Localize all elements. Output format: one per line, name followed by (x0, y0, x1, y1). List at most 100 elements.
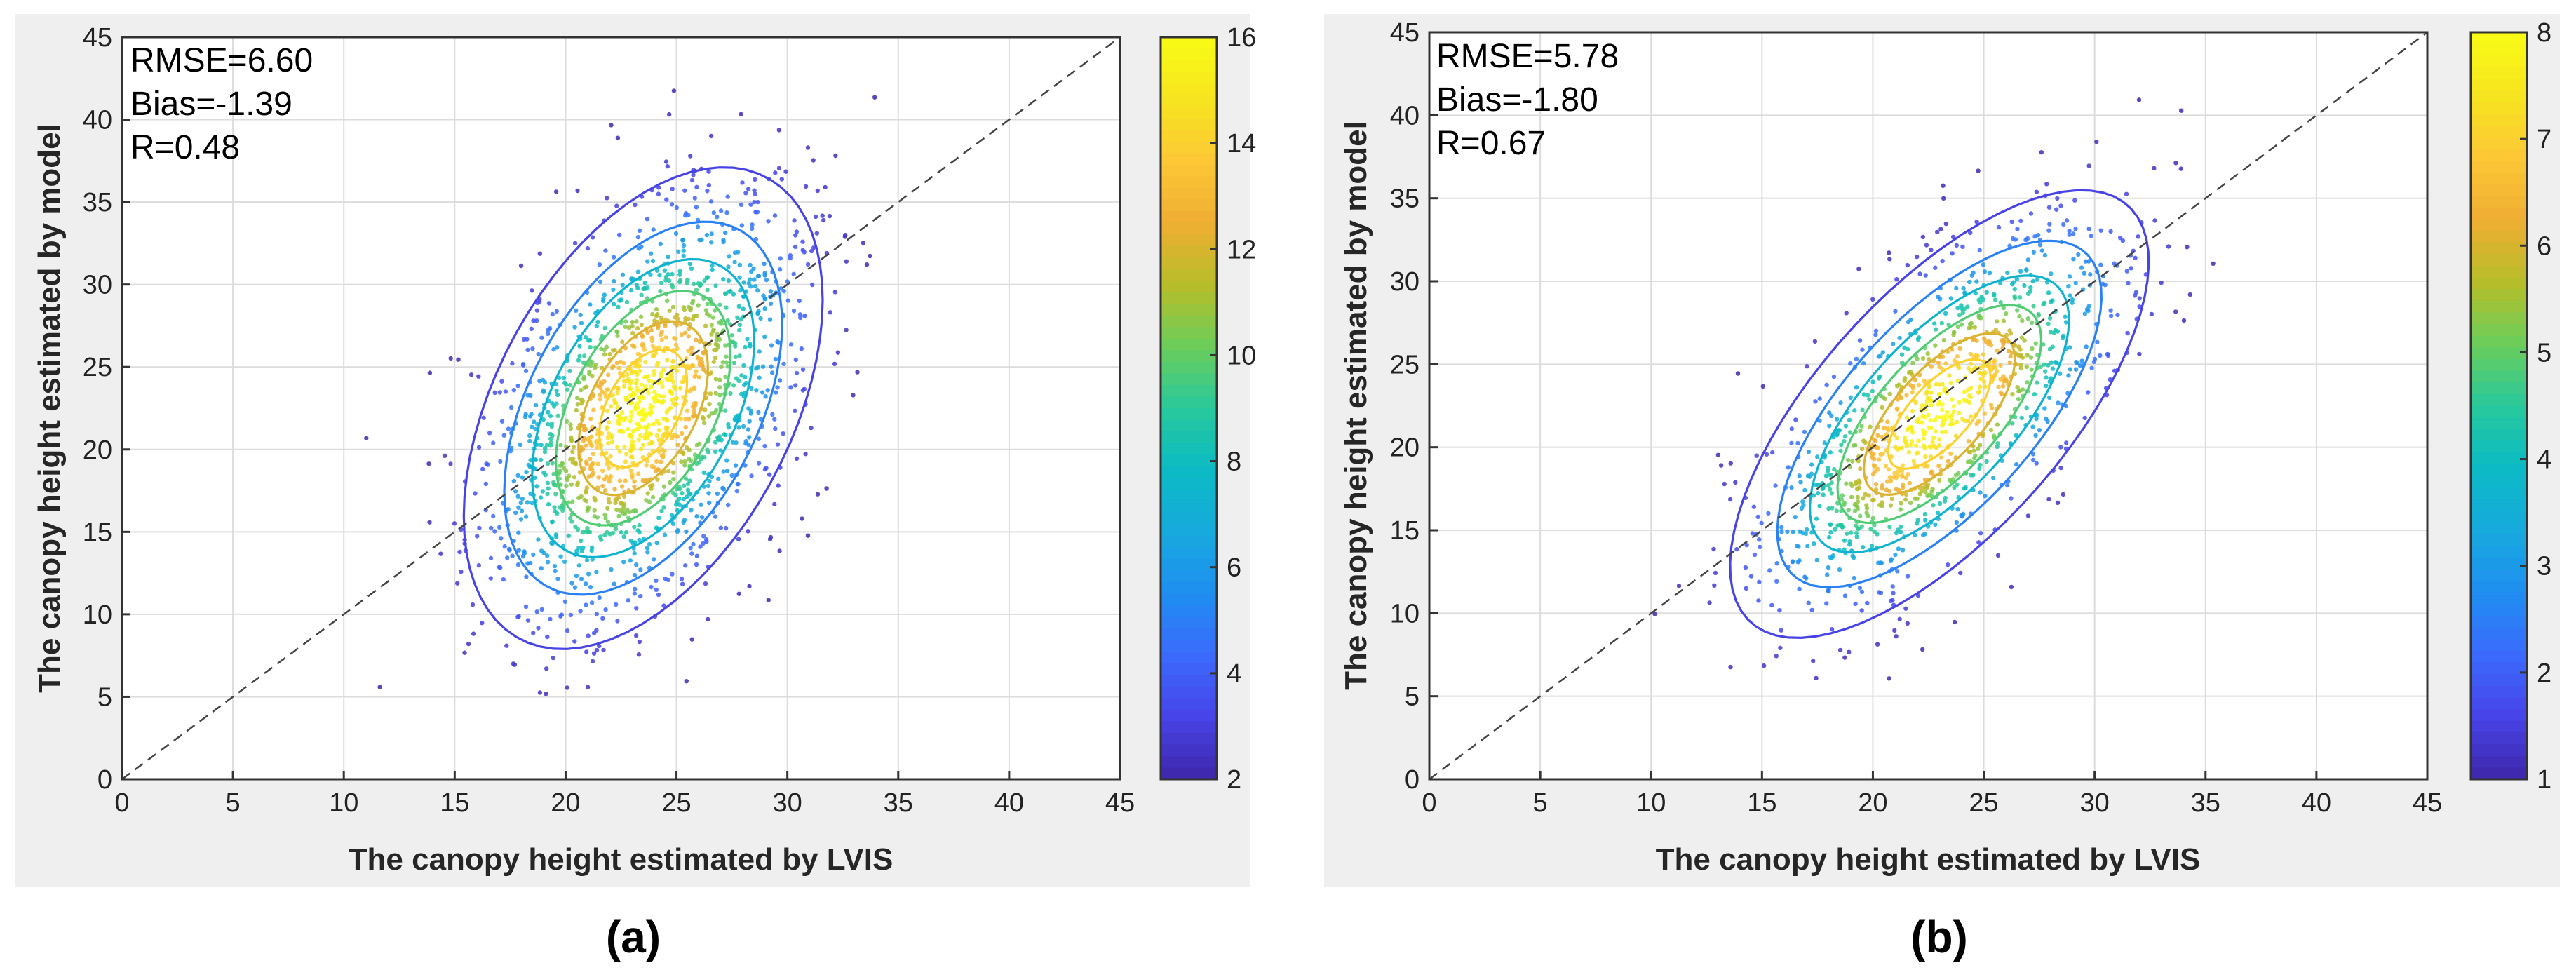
scatter-point (1893, 552, 1898, 558)
scatter-point (1854, 356, 1859, 361)
scatter-point (1952, 358, 1957, 363)
colorbar-segment (2471, 79, 2527, 92)
scatter-point (671, 88, 677, 93)
scatter-point (594, 612, 599, 616)
scatter-point (644, 426, 649, 431)
scatter-point (604, 450, 609, 456)
scatter-point (2050, 366, 2056, 371)
scatter-point (717, 393, 722, 398)
scatter-point (1735, 371, 1741, 376)
scatter-point (2056, 400, 2061, 405)
scatter-point (689, 508, 694, 513)
scatter-point (1955, 305, 1960, 311)
colorbar-segment (2471, 289, 2527, 302)
scatter-point (762, 306, 767, 311)
scatter-point (670, 379, 675, 384)
scatter-point (1733, 480, 1738, 485)
scatter-point (673, 386, 678, 391)
scatter-point (1978, 462, 1983, 468)
scatter-point (2055, 500, 2061, 505)
scatter-point (1933, 343, 1938, 348)
scatter-point (644, 375, 649, 379)
scatter-point (723, 432, 728, 438)
scatter-point (1825, 572, 1830, 577)
scatter-point (1848, 361, 1853, 366)
scatter-point (1805, 364, 1809, 369)
scatter-point (1854, 534, 1859, 539)
scatter-point (1842, 655, 1847, 660)
scatter-point (2068, 367, 2072, 372)
colorbar-segment (2471, 662, 2527, 675)
scatter-point (632, 551, 637, 556)
scatter-point (558, 614, 563, 619)
colorbar-segment (1161, 153, 1217, 166)
scatter-point (1652, 612, 1657, 616)
scatter-point (1871, 497, 1876, 503)
scatter-point (2173, 309, 2178, 314)
scatter-point (621, 560, 626, 565)
scatter-point (567, 368, 572, 374)
colorbar-segment (1161, 767, 1217, 780)
scatter-point (696, 281, 701, 286)
scatter-point (2086, 227, 2091, 231)
colorbar-segment (2471, 755, 2527, 769)
scatter-point (2031, 250, 2036, 255)
scatter-point (2178, 166, 2183, 171)
scatter-point (800, 248, 805, 252)
scatter-point (1858, 513, 1863, 518)
scatter-point (545, 553, 550, 558)
scatter-point (2124, 191, 2129, 196)
scatter-point (715, 476, 721, 481)
panel-b-grid (1429, 32, 2428, 780)
scatter-point (619, 484, 625, 489)
scatter-point (680, 581, 685, 586)
scatter-point (767, 317, 773, 322)
colorbar-segment (2471, 370, 2527, 384)
scatter-point (798, 315, 803, 321)
scatter-point (2018, 365, 2023, 370)
scatter-point (633, 586, 638, 591)
scatter-point (1957, 400, 1962, 405)
scatter-point (565, 628, 570, 633)
scatter-point (462, 650, 467, 655)
scatter-point (572, 639, 577, 644)
scatter-point (609, 440, 615, 445)
scatter-point (560, 508, 565, 513)
scatter-point (601, 647, 606, 653)
scatter-point (1904, 415, 1910, 420)
scatter-point (571, 445, 576, 450)
scatter-point (2046, 497, 2051, 502)
scatter-point (600, 468, 605, 473)
scatter-point (581, 375, 586, 379)
scatter-point (578, 312, 583, 318)
scatter-point (503, 389, 508, 394)
scatter-point (1929, 390, 1934, 395)
scatter-point (1976, 419, 1981, 424)
scatter-point (1948, 296, 1953, 301)
scatter-point (1892, 628, 1897, 633)
scatter-point (1831, 375, 1837, 379)
scatter-point (635, 285, 640, 290)
scatter-point (2030, 457, 2036, 463)
colorbar-segment (1161, 581, 1217, 595)
scatter-point (569, 519, 574, 524)
scatter-point (491, 440, 496, 445)
scatter-point (2061, 222, 2066, 227)
scatter-point (2007, 360, 2012, 365)
scatter-point (2025, 353, 2030, 358)
scatter-point (506, 426, 511, 431)
scatter-point (1853, 481, 1859, 487)
scatter-point (518, 500, 523, 506)
scatter-point (1967, 449, 1971, 454)
scatter-point (2064, 440, 2069, 445)
scatter-point (596, 475, 601, 480)
scatter-point (1929, 471, 1934, 476)
scatter-point (1795, 440, 1800, 446)
scatter-point (2014, 276, 2019, 282)
scatter-point (518, 517, 524, 522)
scatter-point (442, 453, 447, 458)
scatter-point (1998, 363, 2003, 368)
scatter-point (1920, 403, 1924, 408)
scatter-point (633, 406, 638, 412)
